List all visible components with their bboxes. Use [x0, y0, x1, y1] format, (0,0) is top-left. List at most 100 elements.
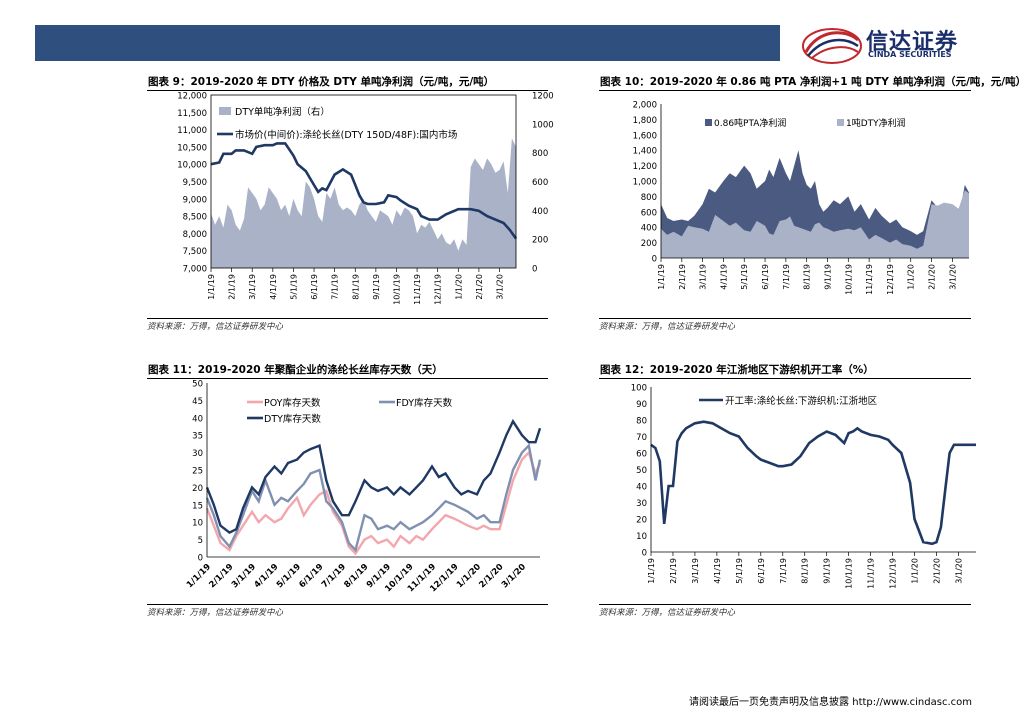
fig9-x-tick-label: 9/1/19 — [372, 274, 381, 300]
fig12-y-tick-label: 40 — [636, 483, 647, 493]
fig10-x-tick-label: 9/1/19 — [823, 264, 832, 290]
fig12-x-tick-label: 12/1/19 — [889, 558, 898, 589]
footer-disclaimer: 请阅读最后一页免责声明及信息披露 http://www.cindasc.com — [689, 697, 972, 708]
fig10-y-tick-label: 200 — [641, 239, 657, 249]
fig12-y-tick-label: 20 — [636, 516, 647, 526]
fig9-left-y-tick-label: 9,000 — [183, 195, 207, 205]
fig12-y-tick-label: 80 — [636, 417, 647, 427]
fig10-legend-label-dty: 1吨DTY净利润 — [846, 117, 906, 129]
fig11-chart: 504540353025201510501/1/192/1/193/1/194/… — [185, 380, 542, 594]
fig9-right-y-tick-label: 200 — [532, 236, 548, 246]
fig10-x-tick-label: 3/1/19 — [699, 264, 708, 290]
dty-profit-area — [661, 190, 969, 258]
fig9-left-y-tick-label: 8,500 — [183, 213, 207, 223]
fig9-left-y-tick-label: 10,000 — [177, 161, 207, 171]
fig10-legend-swatch-pta — [705, 119, 712, 126]
fig9-legend-label-profit: DTY单吨净利润（右） — [235, 106, 330, 118]
fig10-x-tick-label: 3/1/20 — [948, 264, 957, 290]
fig11-legend-label-poy: POY库存天数 — [264, 397, 321, 409]
fig12-x-tick-label: 5/1/19 — [735, 558, 744, 584]
fig10-title: 图表 10：2019-2020 年 0.86 吨 PTA 净利润+1 吨 DTY… — [600, 76, 1024, 88]
fig9-x-tick-label: 12/1/19 — [434, 274, 443, 305]
fig10-x-tick-label: 6/1/19 — [761, 264, 770, 290]
fig10-x-tick-label: 10/1/19 — [844, 264, 853, 295]
fig12-x-tick-label: 10/1/19 — [845, 558, 854, 589]
company-logo: 信达证券 CINDA SECURITIES — [800, 22, 990, 66]
fig9-x-tick-label: 10/1/19 — [392, 274, 401, 305]
fig9-x-tick-label: 8/1/19 — [351, 274, 360, 300]
fig9-x-tick-label: 1/1/20 — [454, 274, 463, 300]
fig12-y-tick-label: 100 — [631, 384, 647, 394]
fig10-x-tick-label: 1/1/19 — [657, 264, 666, 290]
fig10-source-rule — [599, 318, 971, 319]
fig9-right-y-tick-label: 400 — [532, 207, 548, 217]
fig9-title-rule — [147, 90, 548, 91]
fig12-x-tick-label: 1/1/20 — [911, 558, 920, 584]
dty-inventory-line — [205, 418, 542, 535]
fig10-x-tick-label: 2/1/20 — [928, 264, 937, 290]
fig12-source-rule — [599, 604, 971, 605]
fig9-plot-frame — [210, 94, 517, 269]
fig9-legend-swatch-profit — [219, 107, 231, 115]
fig12-x-tick-label: 3/1/20 — [954, 558, 963, 584]
fig9-source-rule — [147, 318, 548, 319]
fig12-x-tick-label: 4/1/19 — [713, 558, 722, 584]
fig12-title-rule — [599, 378, 971, 379]
fig10-y-tick-label: 400 — [641, 224, 657, 234]
fig10-y-tick-label: 1,800 — [633, 116, 657, 126]
fig9-right-y-tick-label: 1200 — [532, 92, 554, 102]
fig12-legend-label: 开工率:涤纶长丝:下游织机:江浙地区 — [725, 395, 878, 407]
fig12-source: 资料来源：万得，信达证券研发中心 — [599, 608, 736, 618]
fig12-y-tick-label: 70 — [636, 433, 647, 443]
poy-inventory-line — [205, 450, 542, 556]
fig10-y-tick-label: 1,200 — [633, 162, 657, 172]
fig10-x-tick-label: 2/1/19 — [678, 264, 687, 290]
fig11-source-rule — [147, 604, 548, 605]
fig10-x-tick-label: 12/1/19 — [886, 264, 895, 295]
fig10-x-tick-label: 1/1/20 — [907, 264, 916, 290]
fig11-y-tick-label: 10 — [192, 519, 203, 529]
fig9-x-tick-label: 5/1/19 — [289, 274, 298, 300]
fig10-x-tick-label: 4/1/19 — [719, 264, 728, 290]
logo-emblem-icon — [802, 28, 862, 64]
fig9-left-y-tick-label: 10,500 — [177, 143, 207, 153]
fig10-y-tick-label: 1,400 — [633, 147, 657, 157]
loom-operating-rate-line — [650, 420, 976, 546]
fig9-title: 图表 9：2019-2020 年 DTY 价格及 DTY 单吨净利润（元/吨，元… — [148, 76, 495, 88]
fig10-y-tick-label: 600 — [641, 208, 657, 218]
fig12-y-tick-label: 50 — [636, 466, 647, 476]
fig12-y-tick-label: 90 — [636, 400, 647, 410]
fig11-y-tick-label: 25 — [192, 467, 203, 477]
fig12-x-tick-label: 11/1/19 — [867, 558, 876, 589]
fig12-title: 图表 12：2019-2020 年江浙地区下游织机开工率（%） — [600, 364, 874, 376]
fig10-title-rule — [599, 90, 971, 91]
fig12-x-tick-label: 8/1/19 — [801, 558, 810, 584]
fig10-source: 资料来源：万得，信达证券研发中心 — [599, 322, 736, 332]
fig9-left-y-tick-label: 9,500 — [183, 178, 207, 188]
fig11-x-tick-label: 3/1/20 — [500, 562, 528, 590]
fig9-x-tick-label: 2/1/19 — [228, 274, 237, 300]
fig11-source: 资料来源：万得，信达证券研发中心 — [147, 608, 284, 618]
fig12-x-tick-label: 3/1/19 — [691, 558, 700, 584]
logo-english-text: CINDA SECURITIES — [868, 50, 952, 59]
fig11-y-tick-label: 50 — [192, 380, 203, 390]
fig12-x-tick-label: 2/1/20 — [932, 558, 941, 584]
fig11-y-tick-label: 35 — [192, 432, 203, 442]
fig11-title: 图表 11：2019-2020 年聚酯企业的涤纶长丝库存天数（天） — [148, 364, 443, 376]
fig9-x-tick-label: 7/1/19 — [331, 274, 340, 300]
fig9-x-tick-label: 6/1/19 — [310, 274, 319, 300]
fig9-right-y-tick-label: 600 — [532, 178, 548, 188]
fig11-legend-label-dty: DTY库存天数 — [264, 413, 321, 425]
fig10-x-tick-label: 8/1/19 — [803, 264, 812, 290]
fig10-x-tick-label: 7/1/19 — [782, 264, 791, 290]
fig9-x-tick-label: 11/1/19 — [413, 274, 422, 305]
fig11-y-tick-label: 30 — [192, 449, 203, 459]
fig9-x-tick-label: 2/1/20 — [475, 274, 484, 300]
fig9-left-y-tick-label: 7,000 — [183, 265, 207, 275]
fig12-y-tick-label: 60 — [636, 450, 647, 460]
fig12-x-tick-label: 6/1/19 — [757, 558, 766, 584]
fig12-x-tick-label: 2/1/19 — [669, 558, 678, 584]
fig9-right-y-tick-label: 1000 — [532, 120, 554, 130]
fig11-y-tick-label: 20 — [192, 484, 203, 494]
